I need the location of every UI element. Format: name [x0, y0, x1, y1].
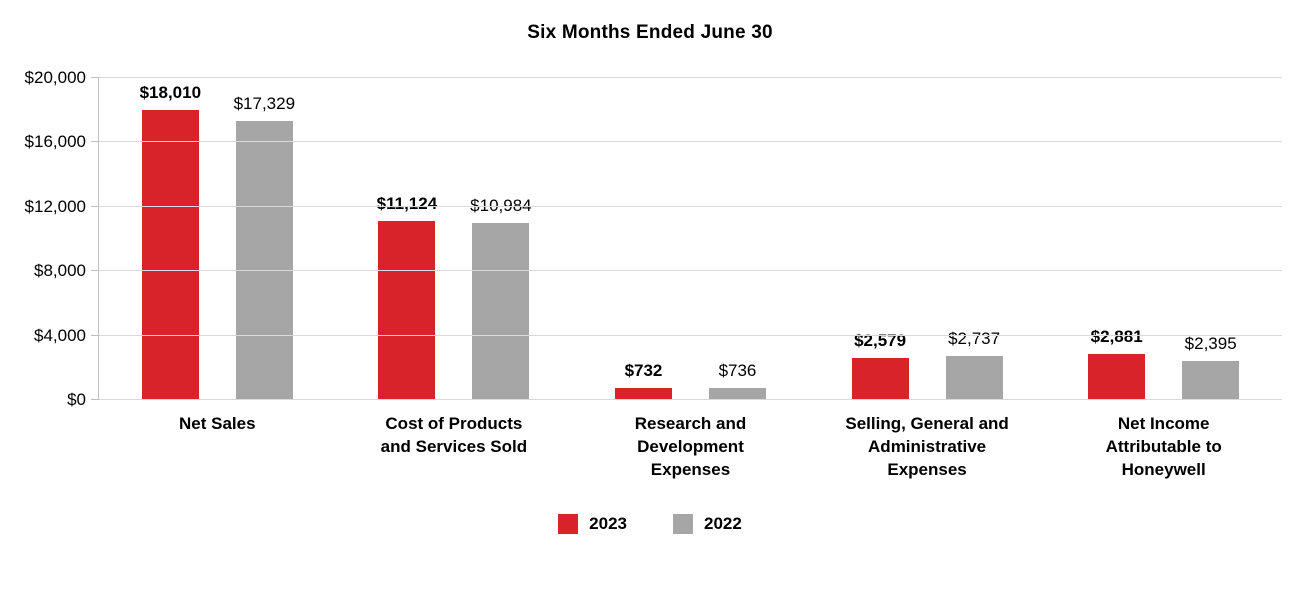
bar-holder-2022: $10,984: [470, 78, 532, 400]
category-label: Cost of Products and Services Sold: [336, 413, 573, 482]
gridline: [91, 399, 1282, 400]
bar-group: $11,124 $10,984: [336, 78, 573, 400]
legend-item-2023: 2023: [558, 513, 627, 534]
bar-2023: [851, 358, 909, 400]
bar-2023: [141, 110, 199, 400]
gridline: [91, 270, 1282, 272]
category-label-line: Development: [637, 436, 744, 456]
category-label-line: Administrative: [868, 436, 987, 456]
y-axis-tick-mark: [91, 270, 99, 272]
category-label-line: Selling, General and: [845, 414, 1009, 433]
category-label-line: Honeywell: [1121, 459, 1206, 479]
bar-2023: [378, 220, 436, 400]
category-label: Net Income Attributable to Honeywell: [1045, 413, 1282, 482]
chart-title: Six Months Ended June 30: [527, 22, 773, 43]
bar-value-label-2023: $732: [624, 361, 663, 381]
y-axis-tick-mark: [91, 141, 99, 143]
plot-area: $18,010 $17,329 $11,124 $10,984 $732 $736 $2,5…: [91, 77, 1282, 400]
category-label: Net Sales: [99, 413, 336, 482]
bar-2023: [614, 388, 672, 400]
y-axis-tick-mark: [91, 334, 99, 336]
bar-value-label-2022: $736: [718, 361, 757, 381]
y-axis-tick-label: $20,000: [24, 68, 86, 87]
y-axis-tick-mark: [91, 77, 99, 78]
bar-value-label-2022: $2,737: [948, 328, 1001, 348]
bar-holder-2023: $2,881: [1088, 78, 1146, 400]
bar-groups: $18,010 $17,329 $11,124 $10,984 $732 $736 $2,5…: [99, 78, 1282, 400]
legend-label-2023: 2023: [589, 513, 627, 533]
bar-holder-2023: $2,579: [851, 78, 909, 400]
bar-value-label-2022: $17,329: [233, 94, 296, 114]
y-axis-tick-mark: [91, 205, 99, 207]
category-label-line: Expenses: [650, 459, 731, 479]
category-labels: Net Sales Cost of Products and Services So…: [99, 413, 1282, 482]
category-label-line: and Services Sold: [380, 436, 528, 456]
bar-2022: [708, 388, 766, 400]
y-axis-tick-label: $16,000: [24, 132, 86, 152]
bar-value-label-2023: $2,579: [854, 331, 907, 351]
category-label-line: Net Income: [1117, 414, 1210, 433]
bar-holder-2023: $11,124: [376, 78, 438, 400]
y-axis-tick-label: $12,000: [24, 196, 86, 216]
bar-value-label-2022: $10,984: [470, 196, 532, 216]
bar-group: $732 $736: [572, 78, 809, 400]
gridline: [91, 205, 1282, 207]
bar-holder-2023: $732: [614, 78, 672, 400]
category-label-line: Cost of Products: [385, 414, 523, 433]
y-axis-tick-mark: [91, 399, 99, 400]
gridline: [91, 334, 1282, 336]
chart-body: $0 $4,000 $8,000 $12,000 $16,000 $20,000 $18,…: [0, 68, 1300, 409]
y-axis: $0 $4,000 $8,000 $12,000 $16,000 $20,000: [8, 68, 98, 409]
gridline: [91, 77, 1282, 78]
category-label: Selling, General and Administrative Expens…: [809, 413, 1046, 482]
bar-value-label-2023: $2,881: [1090, 326, 1143, 346]
bar-value-label-2022: $2,395: [1184, 334, 1237, 354]
bar-group: $2,881 $2,395: [1045, 78, 1282, 400]
y-axis-tick-label: $4,000: [34, 325, 86, 345]
bar-2022: [1182, 361, 1240, 400]
category-label-line: Net Sales: [179, 414, 256, 433]
category-label-line: Expenses: [887, 459, 967, 479]
category-label-line: Research and: [634, 414, 747, 433]
bar-2022: [235, 121, 293, 400]
bar-group: $18,010 $17,329: [99, 78, 336, 400]
bar-holder-2022: $2,737: [945, 78, 1003, 400]
gridline: [91, 141, 1282, 143]
bar-group: $2,579 $2,737: [809, 78, 1046, 400]
legend-item-2022: 2022: [673, 513, 742, 534]
legend: 2023 2022: [0, 513, 1300, 534]
bar-holder-2022: $736: [708, 78, 766, 400]
legend-swatch-2023: [558, 513, 579, 534]
y-axis-tick-label: $8,000: [34, 261, 86, 281]
bar-2022: [472, 223, 530, 400]
bar-holder-2022: $17,329: [233, 78, 296, 400]
legend-swatch-2022: [673, 513, 693, 534]
category-label-line: Attributable to: [1105, 436, 1222, 456]
bar-value-label-2023: $18,010: [139, 83, 202, 103]
bar-2023: [1088, 353, 1146, 400]
bar-holder-2023: $18,010: [139, 78, 202, 400]
bar-holder-2022: $2,395: [1182, 78, 1240, 400]
y-axis-tick-label: $0: [67, 390, 86, 409]
bar-2022: [945, 355, 1003, 400]
bar-value-label-2023: $11,124: [376, 193, 438, 213]
category-label: Research and Development Expenses: [572, 413, 809, 482]
legend-label-2022: 2022: [704, 513, 742, 533]
